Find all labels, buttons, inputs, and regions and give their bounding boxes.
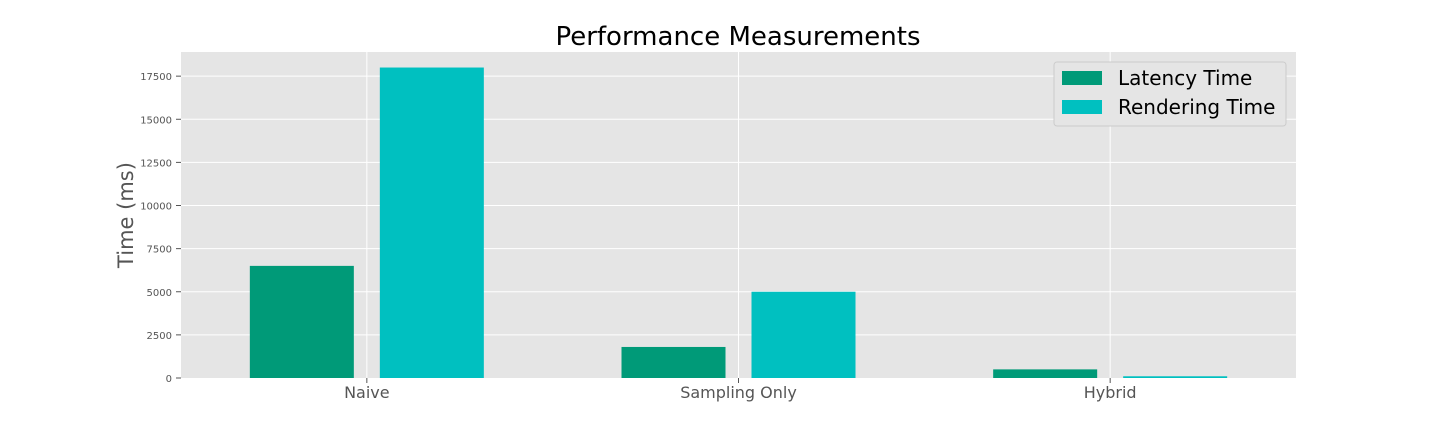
bars [249, 67, 1228, 379]
x-tick-label: Hybrid [1084, 383, 1137, 402]
y-tick-label: 10000 [140, 202, 172, 213]
legend-swatch [1062, 71, 1102, 85]
y-tick-label: 2500 [147, 331, 172, 342]
y-tick-label: 12500 [140, 158, 172, 169]
y-tick-label: 5000 [147, 288, 172, 299]
bar-rendering-time [1123, 376, 1228, 378]
legend-label: Latency Time [1118, 66, 1252, 90]
legend-swatch [1062, 100, 1102, 114]
legend-label: Rendering Time [1118, 95, 1275, 119]
x-tick-label: Sampling Only [680, 383, 797, 402]
y-tick-label: 7500 [147, 245, 172, 256]
bar-rendering-time [379, 67, 484, 379]
legend-box [1053, 61, 1287, 127]
bar-latency-time [993, 369, 1098, 378]
bar-latency-time [249, 265, 354, 378]
y-axis-label: Time (ms) [114, 162, 138, 269]
bar-rendering-time [751, 291, 856, 378]
bar-latency-time [621, 346, 726, 378]
x-axis-ticks: Naive Sampling Only Hybrid [344, 378, 1137, 402]
chart-title: Performance Measurements [555, 22, 920, 52]
legend: Latency Time Rendering Time [1053, 61, 1287, 127]
y-tick-label: 0 [166, 374, 172, 385]
y-axis-ticks: 0 2500 5000 7500 10000 12500 15000 17500 [140, 72, 181, 385]
y-tick-label: 15000 [140, 115, 172, 126]
y-tick-label: 17500 [140, 72, 172, 83]
x-tick-label: Naive [344, 383, 390, 402]
